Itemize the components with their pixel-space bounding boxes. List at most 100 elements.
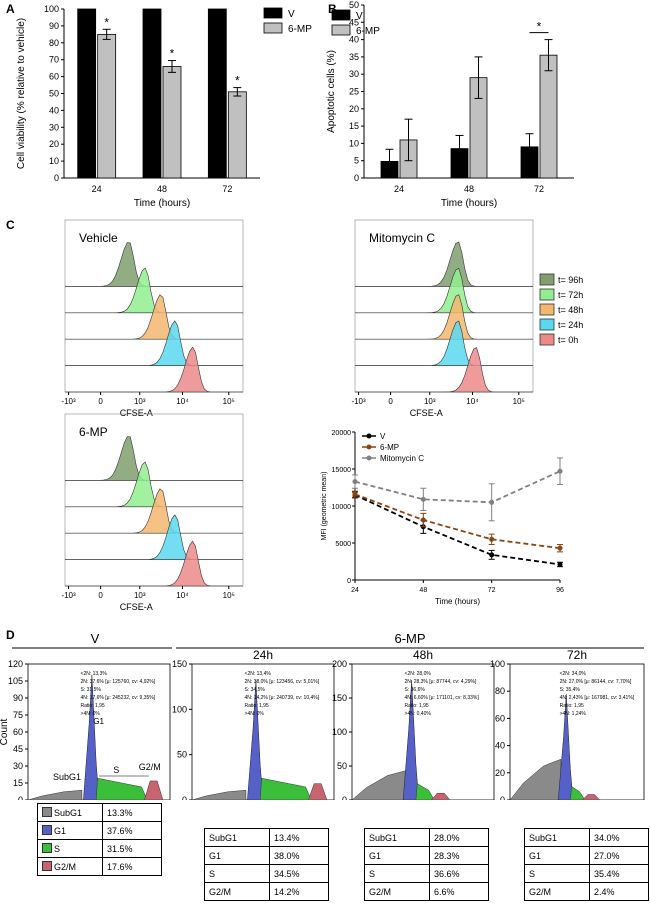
y-tick-label: 15000 xyxy=(332,467,352,474)
histogram-peak xyxy=(65,540,243,587)
table-row: S 31.5% xyxy=(37,839,162,858)
subg1-region xyxy=(27,789,83,800)
significance-star: * xyxy=(235,74,240,88)
x-tick-label: 10⁵ xyxy=(223,397,235,406)
stats-line: 2N: 37,6% [μ: 125760, cv: 4,92%] xyxy=(81,679,156,685)
data-point xyxy=(420,496,426,502)
x-axis-label: Time (hours) xyxy=(435,597,480,606)
x-axis-label: Time (hours) xyxy=(441,198,497,209)
table-row: SubG1 13.4% xyxy=(204,828,329,847)
y-tick-label: 80 xyxy=(49,38,59,48)
x-tick-label: -10³ xyxy=(61,591,76,600)
histogram-peak xyxy=(65,488,243,534)
legend-swatch xyxy=(539,333,555,346)
cfse-histograms: Vehicle -10³ 0 10³ 10⁴ 10⁵ CFSE-A Mitomycin C -1… xyxy=(61,219,583,612)
stats-line: 4N: 17,6% [μ: 245232, cv: 9,35%] xyxy=(81,695,156,701)
table-row: S 36.6% xyxy=(364,864,489,883)
stats-line: S: 36,6% xyxy=(405,687,426,693)
g2m-peak xyxy=(582,794,601,800)
x-tick-label: 0 xyxy=(98,591,103,600)
x-tick-label: 72 xyxy=(534,184,544,194)
y-tick-label: 80 xyxy=(495,686,505,696)
y-axis-label: MFI (geometric mean) xyxy=(321,472,328,541)
x-tick-label: 48 xyxy=(419,587,427,594)
legend-label: 6-MP xyxy=(380,443,399,452)
table-row: SubG1 13.3% xyxy=(37,803,162,822)
stats-line: 2N: 28,3% [μ: 87744, cv: 4,29%] xyxy=(405,679,477,685)
x-tick-label: 48 xyxy=(464,184,474,194)
g1-peak xyxy=(402,680,419,800)
histogram-peak xyxy=(65,267,243,314)
y-tick-label: 105 xyxy=(8,676,23,686)
bar-v xyxy=(142,8,162,179)
cell-cycle-histograms: V6-MP0153045607590105120050k100k150k200k… xyxy=(0,631,645,800)
cell-cycle-table-72h: SubG1 34.0% G1 27.0% S 35.4% G2/M 2.4% xyxy=(524,828,649,901)
stats-line: S: 31,5% xyxy=(81,687,102,693)
y-tick-label: 10 xyxy=(49,156,59,166)
histogram-peak xyxy=(355,241,533,287)
legend-swatch xyxy=(263,7,283,19)
histogram-peak xyxy=(355,347,533,393)
histogram-title: 6-MP xyxy=(79,425,108,439)
g2m-peak xyxy=(308,783,328,800)
table-row: G1 27.0% xyxy=(524,846,649,865)
stats-line: >4N: 0,40% xyxy=(405,711,432,717)
histogram-title: Mitomycin C xyxy=(369,231,435,245)
s-region xyxy=(95,777,148,800)
table-row: G2/M 17.6% xyxy=(37,857,162,876)
bar-v xyxy=(77,8,97,179)
bar-6-mp xyxy=(97,33,117,179)
x-tick-label: 0 xyxy=(98,397,103,406)
histogram-peak xyxy=(65,242,243,287)
mfi-line-chart: 0 5000 10000 15000 20000 24 48 72 96 Time (hours)… xyxy=(321,430,564,606)
table-row: S 34.5% xyxy=(204,864,329,883)
y-tick-label: 60 xyxy=(49,72,59,82)
y-tick-label: 20 xyxy=(495,768,505,778)
stats-line: 4N: 2,43% [μ: 167981, cv: 3,41%] xyxy=(560,695,635,701)
legend-swatch xyxy=(331,24,351,36)
y-tick-label: 100 xyxy=(172,704,187,714)
histogram-peak xyxy=(355,294,533,340)
s-region xyxy=(415,783,435,800)
y-tick-label: 100 xyxy=(332,727,347,737)
y-tick-label: 10 xyxy=(349,138,359,148)
cell-cycle-table-24h: SubG1 13.4% G1 38.0% S 34.5% G2/M 14.2% xyxy=(204,828,329,901)
legend-label: 6-MP xyxy=(356,26,380,37)
x-tick-label: 48 xyxy=(157,184,167,194)
g2m-peak xyxy=(431,792,451,800)
legend-label: V xyxy=(356,11,363,22)
stats-line: <2N: 34,0% xyxy=(560,671,587,677)
g2m-peak xyxy=(144,780,164,800)
y-tick-label: 20 xyxy=(349,104,359,114)
table-row: G2/M 14.2% xyxy=(204,882,329,901)
legend-marker xyxy=(366,444,372,450)
g1-peak xyxy=(83,674,100,800)
x-axis-label: CFSE-A xyxy=(120,602,153,612)
y-tick-label: 0 xyxy=(500,795,505,800)
bar-v xyxy=(207,8,227,179)
legend-swatch xyxy=(539,273,555,286)
histogram-title: Vehicle xyxy=(79,231,118,245)
stats-line: <2N: 13,4% xyxy=(245,671,272,677)
y-tick-label: 0 xyxy=(54,173,59,183)
y-tick-label: 50 xyxy=(337,761,347,771)
legend-swatch xyxy=(539,318,555,331)
histogram-peak xyxy=(65,320,243,366)
x-tick-label: 0 xyxy=(388,397,393,406)
series-line xyxy=(354,493,561,550)
y-tick-label: 15 xyxy=(349,121,359,131)
y-tick-label: 150 xyxy=(172,659,187,669)
y-axis-label: Count xyxy=(0,718,10,745)
y-tick-label: 40 xyxy=(49,105,59,115)
group-label-6mp: 6-MP xyxy=(394,631,425,646)
legend-swatch xyxy=(539,303,555,316)
g1-peak xyxy=(247,680,264,800)
histogram-peak xyxy=(65,294,243,340)
y-tick-label: 25 xyxy=(349,87,359,97)
legend-marker xyxy=(366,433,372,439)
histogram-peak xyxy=(355,267,533,314)
x-tick-label: 24 xyxy=(394,184,404,194)
legend-label: t= 48h xyxy=(558,305,583,315)
histogram-peak xyxy=(355,320,533,366)
stats-line: >4N: 0% xyxy=(81,711,101,717)
